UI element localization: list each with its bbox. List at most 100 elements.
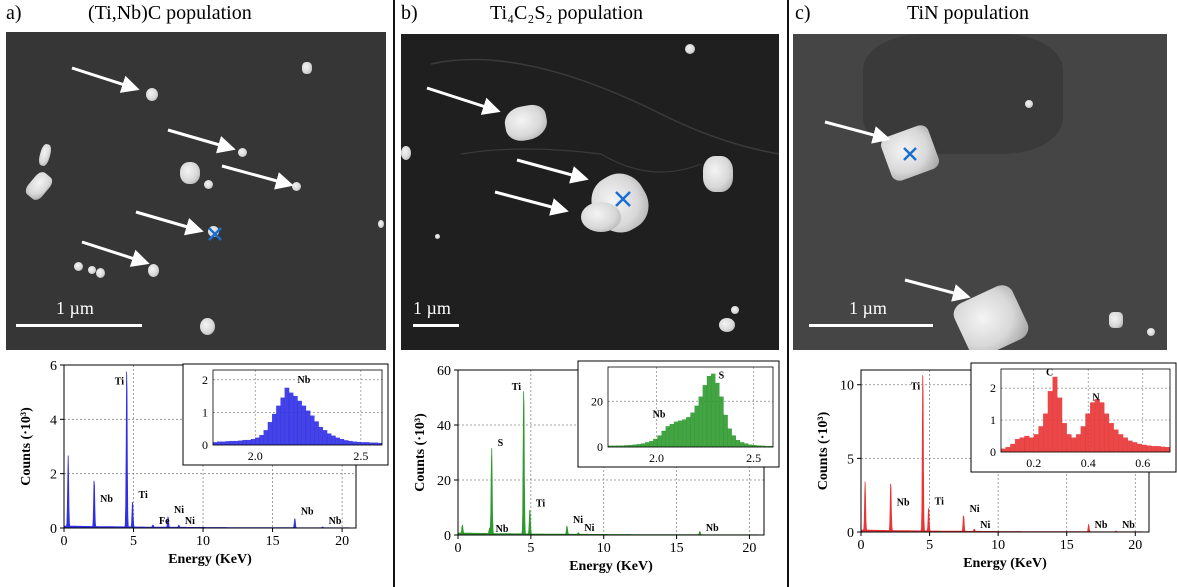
- inset-x-tick-label: 2.0: [649, 451, 664, 465]
- inset-bar: [1066, 434, 1072, 453]
- inset-bar: [1132, 442, 1138, 453]
- y-axis-label: Counts (·10³): [19, 407, 34, 486]
- inset-bar: [1099, 402, 1105, 453]
- inset-bar: [673, 421, 679, 448]
- inset-bar: [1165, 447, 1171, 453]
- particle: [703, 156, 733, 192]
- scale-bar: [413, 324, 459, 327]
- arrow: [494, 190, 569, 216]
- particle: [1147, 328, 1155, 336]
- peak-label: Ti: [935, 496, 944, 507]
- panel-c: c) TiN population 1 µm 0 5 10 15 20 0 5 10 Energ…: [789, 0, 1177, 587]
- particle: [719, 318, 735, 332]
- x-tick-label: 15: [670, 541, 684, 556]
- inset-bar: [719, 396, 724, 448]
- inset-bar: [246, 439, 252, 446]
- y-axis-label: Counts (·10³): [816, 411, 831, 490]
- particle: [74, 262, 83, 271]
- particle: [685, 44, 695, 54]
- x-tick-label: 20: [1128, 538, 1142, 553]
- inset-peak-label: C: [1046, 367, 1053, 378]
- inset-y-tick-label: 0: [202, 438, 208, 452]
- inset-bar: [1029, 437, 1035, 453]
- inset-bar: [1155, 446, 1161, 453]
- inset-plot-frame: [212, 369, 383, 446]
- scale-label: 1 µm: [56, 298, 94, 318]
- x-tick-label: 0: [455, 541, 462, 556]
- y-tick-label: 40: [437, 419, 451, 434]
- panel-title: Ti₄C₂S₂ population: [490, 2, 643, 24]
- inset-bar: [1052, 376, 1058, 453]
- y-axis-label: Counts (·10³): [413, 413, 428, 492]
- inset-bar: [225, 441, 231, 446]
- inset-bar: [739, 442, 745, 448]
- inset-bar: [314, 421, 319, 446]
- inset-bar: [339, 438, 345, 446]
- particle: [88, 266, 96, 274]
- inset-bar: [690, 412, 695, 448]
- x-axis-label: Energy (KeV): [569, 559, 653, 574]
- analysis-point-marker: [903, 147, 917, 161]
- inset-x-tick-label: 0.4: [1081, 456, 1096, 470]
- arrow: [824, 120, 891, 144]
- peak-label: Nb: [706, 523, 719, 534]
- peak-label: Ni: [970, 504, 980, 515]
- peak-label: Nb: [897, 497, 910, 508]
- x-tick-label: 10: [991, 538, 1005, 553]
- inset-bar: [644, 442, 650, 448]
- inset-bar: [1043, 413, 1049, 453]
- inset-bar: [242, 439, 247, 446]
- inset-bar: [1118, 434, 1124, 453]
- x-tick-label: 5: [926, 538, 933, 553]
- arrow: [135, 210, 204, 236]
- particle: [1109, 312, 1123, 328]
- inset-bar: [259, 435, 264, 446]
- inset-bar: [293, 395, 298, 446]
- inset-bar: [233, 440, 239, 446]
- particle: [731, 306, 739, 314]
- inset-bar: [280, 397, 285, 446]
- inset-peak-label: S: [719, 370, 725, 381]
- particle: [581, 202, 621, 232]
- inset-x-tick-label: 2.5: [353, 449, 368, 463]
- inset-peak-label: Nb: [653, 409, 666, 420]
- peak-label: S: [498, 438, 504, 449]
- inset-x-tick-label: 2.0: [248, 449, 263, 463]
- panel-a: a) (Ti,Nb)C population 1 µm 0 5 1: [0, 0, 393, 587]
- inset-bar: [1000, 448, 1006, 453]
- y-tick-label: 4: [50, 413, 57, 428]
- peak-label: Nb: [1095, 520, 1108, 531]
- panel-label: a): [6, 2, 22, 24]
- peak-label: Nb: [1122, 520, 1135, 531]
- y-tick-label: 6: [50, 359, 57, 374]
- peak-label: Ti: [911, 381, 920, 392]
- particle: [204, 180, 213, 189]
- inset-bar: [1104, 413, 1110, 453]
- inset-bar: [1019, 437, 1025, 453]
- inset-y-tick-label: 2: [990, 381, 996, 395]
- sem-image: 1 µm: [6, 32, 386, 350]
- inset-bar: [322, 430, 328, 446]
- inset-bar: [723, 414, 728, 448]
- scale-bar: [809, 324, 933, 327]
- inset-bar: [727, 428, 732, 448]
- inset-bar: [669, 423, 675, 448]
- arrow: [426, 86, 501, 115]
- scale-label: 1 µm: [413, 298, 451, 318]
- inset-bar: [743, 443, 749, 448]
- inset-bar: [702, 385, 708, 448]
- analysis-point-marker: [208, 227, 222, 241]
- panel-divider: [393, 0, 395, 587]
- inset-bar: [735, 439, 741, 448]
- y-tick-label: 0: [847, 526, 854, 541]
- inset-bar: [1010, 443, 1016, 453]
- inset-y-tick-label: 1: [990, 413, 996, 427]
- inset-bar: [1014, 439, 1020, 453]
- peak-label: Ti: [115, 377, 124, 388]
- peak-label: Nb: [496, 524, 509, 535]
- inset-plot-frame: [1000, 368, 1171, 453]
- peak-label: Ti: [512, 382, 521, 393]
- inset-y-tick-label: 20: [591, 394, 603, 408]
- inset-bar: [310, 415, 315, 446]
